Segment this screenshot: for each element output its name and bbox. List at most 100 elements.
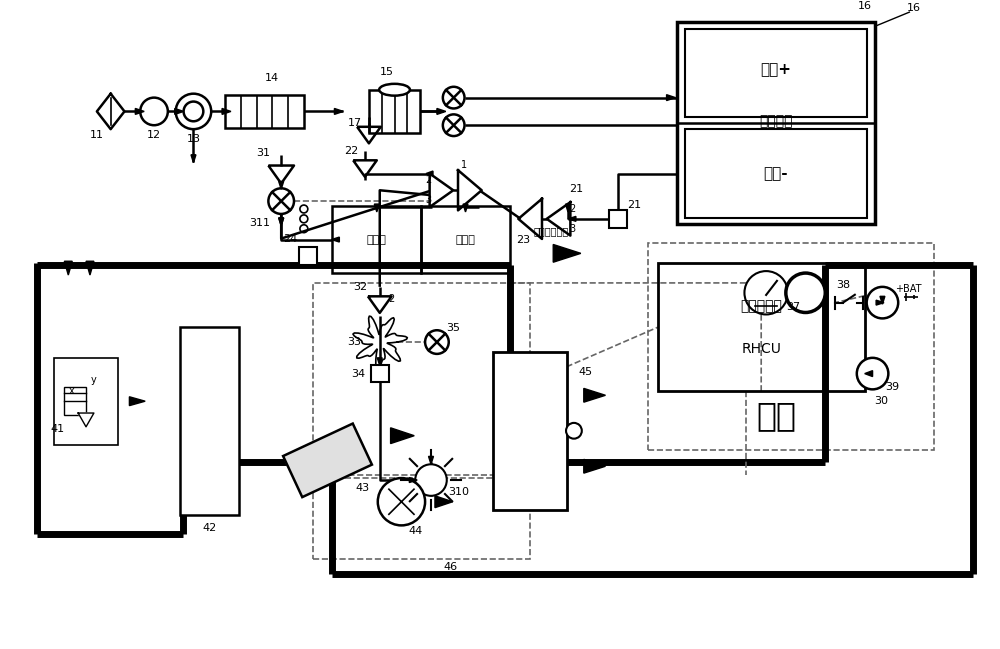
Bar (658, 263, 865, 391)
Text: 35: 35 (446, 323, 460, 334)
Circle shape (176, 93, 211, 129)
Polygon shape (175, 108, 184, 114)
Circle shape (443, 87, 465, 108)
Text: x: x (68, 386, 74, 397)
Polygon shape (279, 218, 284, 226)
Text: 阴极+: 阴极+ (760, 62, 791, 77)
Text: 2: 2 (569, 204, 575, 214)
Circle shape (443, 114, 465, 136)
Circle shape (786, 273, 825, 312)
Circle shape (184, 101, 203, 121)
Bar (685, 29, 867, 117)
Text: 39: 39 (885, 382, 899, 393)
Text: 排气箱: 排气箱 (456, 234, 475, 245)
Text: 燃料电池: 燃料电池 (759, 114, 793, 129)
Text: 14: 14 (265, 73, 279, 83)
Circle shape (867, 287, 898, 319)
Text: 22: 22 (344, 146, 358, 156)
Text: 13: 13 (186, 134, 200, 144)
Polygon shape (880, 297, 885, 304)
Polygon shape (377, 358, 382, 366)
Text: 42: 42 (202, 523, 216, 533)
Bar (54, 358, 118, 445)
Text: 2: 2 (425, 175, 431, 186)
Text: y: y (91, 374, 97, 384)
Text: 16: 16 (907, 3, 921, 13)
Text: RHCU: RHCU (741, 342, 781, 356)
Text: 33: 33 (347, 337, 361, 347)
Polygon shape (584, 388, 605, 402)
Bar (677, 21, 875, 224)
Text: 30: 30 (875, 396, 889, 406)
Polygon shape (374, 204, 379, 212)
Polygon shape (584, 459, 605, 473)
Text: 46: 46 (444, 562, 458, 572)
Bar (299, 247, 317, 265)
Bar (332, 206, 421, 273)
Text: 38: 38 (836, 280, 850, 290)
Bar (225, 95, 304, 128)
Text: 37: 37 (787, 302, 801, 312)
Bar (609, 210, 627, 228)
Polygon shape (566, 204, 570, 212)
Text: +BAT: +BAT (895, 284, 921, 294)
Bar (313, 283, 530, 475)
Text: 32: 32 (353, 282, 367, 292)
Bar (493, 352, 567, 509)
Text: 15: 15 (380, 67, 394, 77)
Polygon shape (568, 216, 576, 221)
Polygon shape (135, 108, 144, 114)
Text: 混排出口大气: 混排出口大气 (534, 227, 569, 237)
Circle shape (378, 478, 425, 526)
Text: 41: 41 (51, 424, 65, 434)
Polygon shape (435, 496, 453, 508)
Polygon shape (667, 95, 675, 101)
Text: 阳极-: 阳极- (764, 166, 788, 181)
Polygon shape (283, 424, 372, 497)
Polygon shape (279, 182, 284, 190)
Text: 34: 34 (351, 369, 365, 378)
Bar (64, 387, 86, 415)
Text: 17: 17 (348, 118, 362, 129)
Text: 排水箱: 排水箱 (367, 234, 387, 245)
Text: 43: 43 (356, 483, 370, 493)
Polygon shape (458, 170, 482, 210)
Polygon shape (279, 218, 284, 226)
Text: 21: 21 (627, 200, 641, 210)
Polygon shape (426, 171, 433, 176)
Text: 座舱: 座舱 (756, 400, 796, 432)
Polygon shape (191, 155, 196, 163)
Bar (685, 129, 867, 218)
Polygon shape (86, 262, 94, 275)
Circle shape (857, 358, 888, 389)
Text: 24: 24 (283, 234, 297, 243)
Bar (371, 365, 389, 382)
Polygon shape (437, 108, 446, 114)
Text: 3: 3 (425, 195, 431, 205)
Text: 3: 3 (569, 224, 575, 234)
Polygon shape (409, 478, 417, 482)
Bar (421, 206, 510, 273)
Circle shape (425, 330, 449, 354)
Text: 湿度控制器: 湿度控制器 (740, 300, 782, 313)
Ellipse shape (379, 84, 410, 95)
Polygon shape (64, 262, 72, 275)
Text: 44: 44 (408, 526, 422, 536)
Text: 21: 21 (569, 184, 583, 194)
Polygon shape (553, 245, 581, 262)
Polygon shape (876, 300, 884, 305)
Text: 1: 1 (460, 160, 467, 169)
Text: 2: 2 (388, 294, 395, 304)
Circle shape (566, 423, 582, 439)
Polygon shape (334, 108, 343, 114)
Polygon shape (391, 428, 414, 443)
Circle shape (415, 464, 447, 496)
Polygon shape (129, 397, 145, 406)
Circle shape (744, 271, 788, 315)
Text: 310: 310 (448, 487, 469, 497)
Text: 45: 45 (579, 367, 593, 376)
Polygon shape (78, 413, 94, 427)
Text: 11: 11 (90, 130, 104, 140)
Polygon shape (463, 204, 468, 212)
Text: 23: 23 (516, 234, 530, 245)
